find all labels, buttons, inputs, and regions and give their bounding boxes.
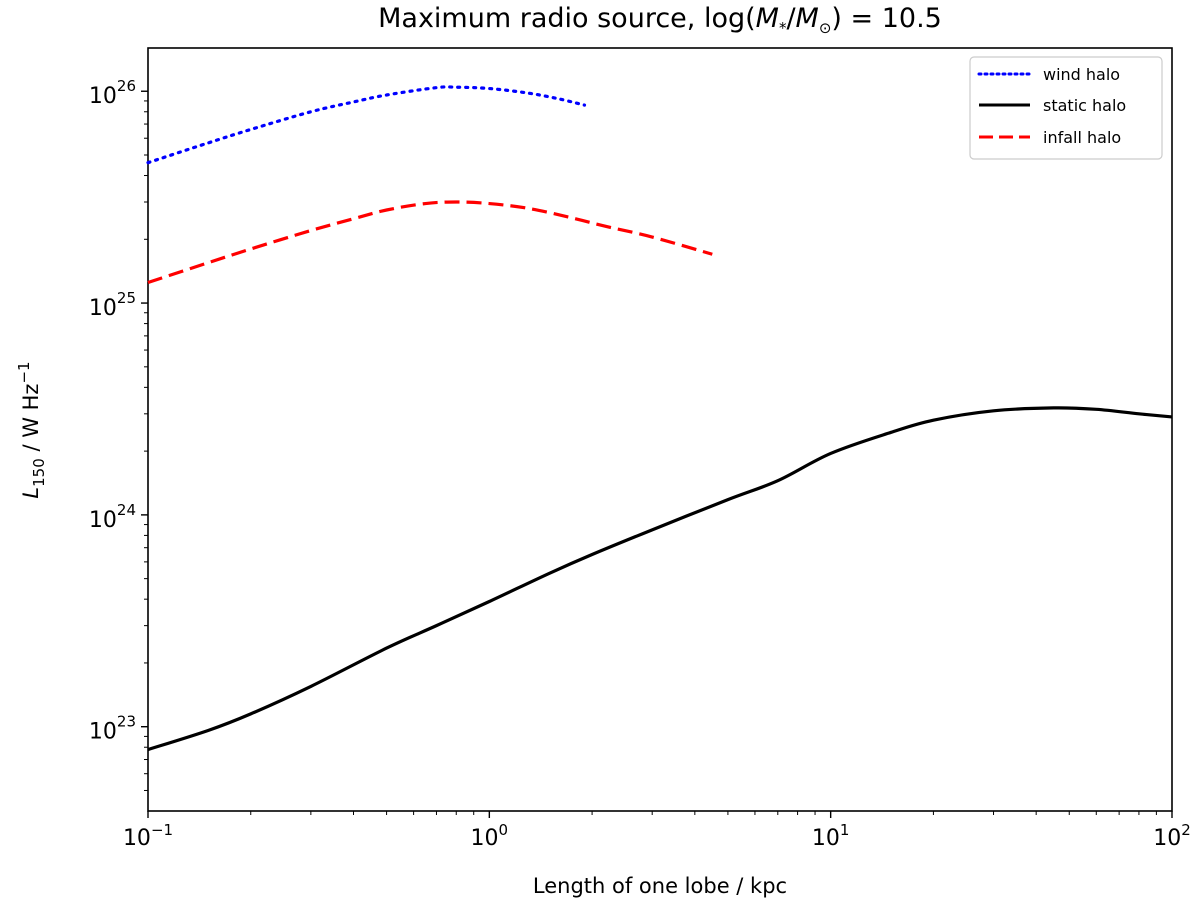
static-halo-line <box>147 406 1173 752</box>
x-tick-label: 102 <box>1153 821 1191 851</box>
y-tick-label: 1025 <box>89 289 136 321</box>
y-tick-label: 1023 <box>89 713 136 745</box>
series-group <box>146 85 1173 752</box>
legend: wind halo static halo infall halo <box>969 56 1163 160</box>
chart-title: Maximum radio source, log(M*/M⊙) = 10.5 <box>378 3 942 37</box>
legend-box <box>969 56 1163 160</box>
legend-wind-halo-label: wind halo <box>1043 65 1120 84</box>
legend-infall-halo-label: infall halo <box>1043 128 1121 147</box>
wind-halo-line <box>146 85 587 165</box>
infall-halo-line <box>147 200 713 285</box>
y-axis: 1023 1024 1025 1026 <box>89 77 148 791</box>
y-tick-label: 1026 <box>89 77 136 109</box>
legend-static-halo-label: static halo <box>1043 96 1126 115</box>
y-tick-label: 1024 <box>89 501 136 533</box>
plot-area-frame <box>147 47 1173 812</box>
x-axis: 10−1 100 101 102 <box>123 811 1191 851</box>
x-tick-label: 10−1 <box>123 821 173 851</box>
x-tick-label: 100 <box>471 821 509 851</box>
y-axis-label: L150 / W Hz−1 <box>15 361 48 498</box>
x-axis-label: Length of one lobe / kpc <box>533 874 787 898</box>
x-tick-label: 101 <box>812 821 850 851</box>
